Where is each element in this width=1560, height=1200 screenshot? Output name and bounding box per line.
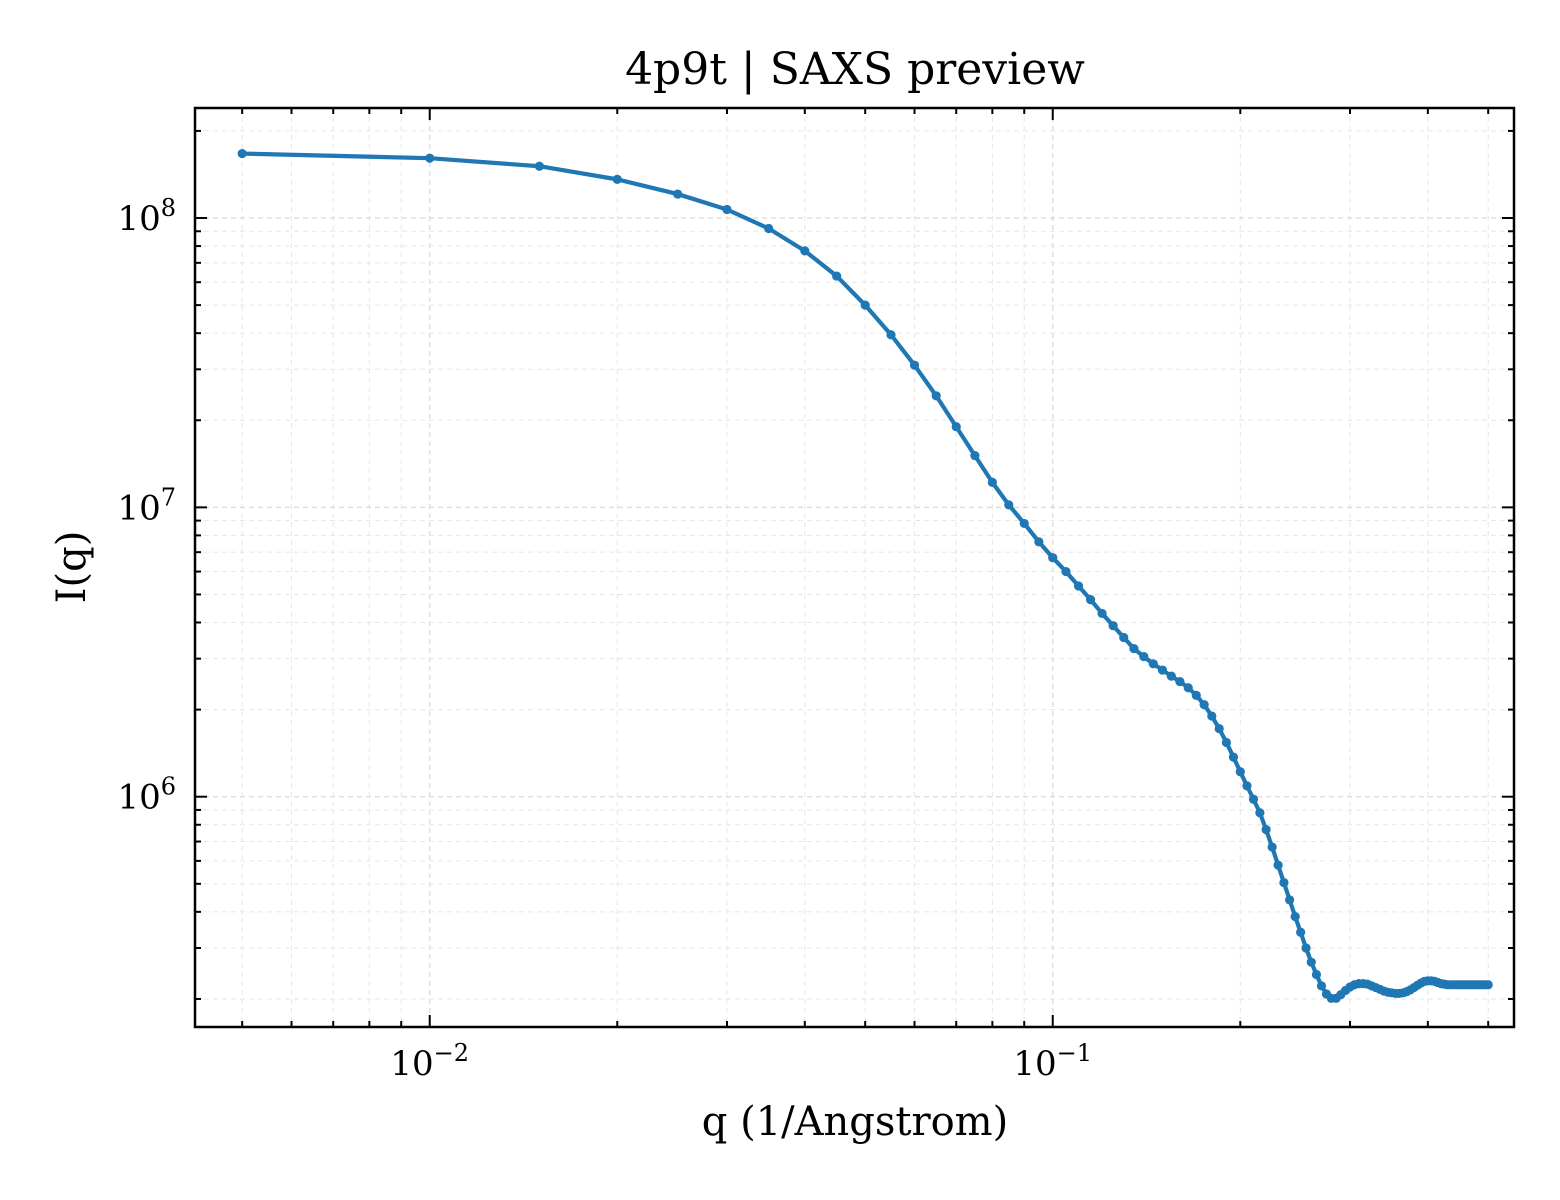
data-point: [1306, 957, 1316, 967]
data-point: [1061, 566, 1071, 577]
data-point: [1166, 671, 1176, 681]
data-point: [1228, 752, 1239, 762]
data-point: [534, 161, 545, 171]
data-point: [987, 477, 997, 487]
x-tick-label: 10−1: [1013, 1039, 1092, 1084]
y-tick-label: 108: [117, 194, 176, 239]
data-point: [832, 271, 842, 281]
data-point: [1311, 969, 1322, 980]
data-point: [1285, 895, 1295, 905]
data-point: [1119, 632, 1129, 643]
data-point: [1199, 700, 1209, 710]
data-point: [1148, 659, 1158, 669]
data-point: [1267, 842, 1277, 852]
data-point: [1139, 651, 1149, 662]
data-point: [970, 450, 980, 461]
chart-title: 4p9t | SAXS preview: [625, 44, 1085, 95]
data-point: [1483, 980, 1493, 990]
data-point: [951, 422, 961, 432]
tick-labels: 10−2 10−1 106 107 108: [117, 194, 1092, 1084]
y-axis-label: I(q): [49, 531, 95, 604]
data-point: [1097, 608, 1107, 619]
data-point: [1019, 518, 1029, 529]
x-axis-label: q (1/Angstrom): [702, 1099, 1008, 1145]
data-point: [1261, 824, 1271, 835]
data-point: [1221, 737, 1232, 748]
data-point: [1207, 711, 1217, 721]
data-series: [237, 148, 1493, 1003]
data-point: [673, 189, 683, 199]
data-point: [1004, 500, 1014, 510]
grid-lines: [195, 108, 1514, 1027]
data-point: [1316, 981, 1327, 991]
data-point: [931, 391, 941, 401]
data-point: [1085, 594, 1096, 605]
data-point: [1248, 794, 1259, 804]
data-point: [909, 360, 920, 370]
data-point: [1034, 537, 1044, 547]
data-point: [1157, 665, 1168, 675]
x-tick-label: 10−2: [390, 1039, 469, 1084]
y-tick-label: 106: [117, 773, 176, 818]
data-point: [1301, 943, 1311, 953]
data-point: [237, 148, 247, 159]
data-point: [1108, 621, 1118, 631]
data-point: [1242, 781, 1252, 791]
data-point: [722, 204, 732, 215]
data-point: [1290, 912, 1300, 922]
data-point: [800, 246, 810, 256]
data-point: [1296, 927, 1306, 937]
data-point: [764, 223, 774, 234]
y-tick-label: 107: [117, 483, 176, 528]
data-point: [425, 153, 435, 163]
plot-frame: [193, 106, 1516, 1029]
data-point: [1273, 860, 1283, 870]
data-point: [1279, 877, 1289, 888]
data-point: [1073, 581, 1084, 591]
data-point: [1255, 808, 1265, 818]
data-point: [1183, 683, 1193, 693]
data-point: [1235, 767, 1245, 777]
data-point: [1191, 690, 1201, 700]
data-point: [886, 330, 896, 340]
data-point: [612, 174, 622, 184]
data-point: [1175, 676, 1185, 687]
data-point: [1048, 553, 1058, 563]
data-point: [860, 300, 870, 310]
data-point: [1129, 643, 1139, 654]
data-point: [1214, 723, 1224, 734]
